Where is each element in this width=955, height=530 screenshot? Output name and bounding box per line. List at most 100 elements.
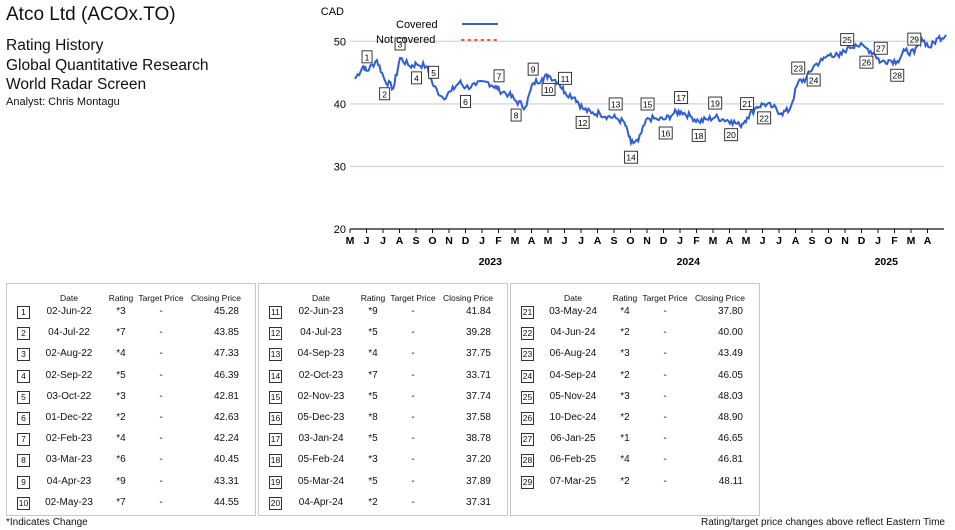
row-rating: *3 xyxy=(368,454,378,466)
header-date: Date xyxy=(564,293,582,303)
row-date: 06-Jan-25 xyxy=(550,433,596,445)
row-closing-price: 37.31 xyxy=(465,496,491,508)
row-rating: *6 xyxy=(116,454,126,466)
table-row: 18 05-Feb-24 *3 - 37.20 xyxy=(259,453,507,468)
marker-number: 27 xyxy=(521,433,534,447)
x-year-label: 2025 xyxy=(875,256,899,268)
x-month-label: A xyxy=(594,235,602,247)
footnote-eastern-time: Rating/target price changes above reflec… xyxy=(700,517,945,528)
y-tick-label: 30 xyxy=(334,161,346,173)
table-header: Date Rating Target Price Closing Price xyxy=(259,293,507,305)
marker-number: 28 xyxy=(521,454,534,468)
marker-number: 10 xyxy=(17,496,30,510)
rating-marker-box xyxy=(907,32,922,46)
header-closing-price: Closing Price xyxy=(694,293,746,303)
row-target-price: - xyxy=(663,390,667,402)
row-rating: *5 xyxy=(368,433,378,445)
legend-covered-label: Covered xyxy=(396,19,438,31)
rating-marker-label: 19 xyxy=(710,99,720,109)
marker-number: 3 xyxy=(17,348,30,362)
x-month-label: A xyxy=(924,235,932,247)
rating-marker-label: 3 xyxy=(398,39,403,49)
row-rating: *3 xyxy=(620,390,630,402)
row-target-price: - xyxy=(663,475,667,487)
rating-marker-label: 14 xyxy=(626,153,636,163)
rating-marker-box xyxy=(859,55,874,69)
row-closing-price: 41.84 xyxy=(465,306,491,317)
row-closing-price: 39.28 xyxy=(465,327,491,339)
row-target-price: - xyxy=(159,390,163,402)
table-row: 19 05-Mar-24 *5 - 37.89 xyxy=(259,475,507,489)
rating-marker-box xyxy=(740,97,755,111)
table-row: 7 02-Feb-23 *4 - 42.24 xyxy=(7,432,255,447)
y-tick-label: 40 xyxy=(334,99,346,111)
marker-number: 1 xyxy=(17,306,30,319)
x-month-label: J xyxy=(562,235,568,247)
table-row: 9 04-Apr-23 *9 - 43.31 xyxy=(7,475,255,489)
rating-marker-label: 21 xyxy=(742,99,752,109)
header-target-price: Target Price xyxy=(390,293,436,303)
marker-number: 25 xyxy=(521,390,534,404)
header-date: Date xyxy=(312,293,330,303)
marker-number: 23 xyxy=(521,348,534,362)
row-target-price: - xyxy=(663,348,667,360)
marker-number: 18 xyxy=(269,454,282,468)
rating-marker-label: 1 xyxy=(365,52,370,62)
x-month-label: F xyxy=(891,235,898,247)
marker-number: 17 xyxy=(269,433,282,447)
rating-marker-label: 13 xyxy=(611,99,621,109)
row-date: 02-Nov-23 xyxy=(297,390,345,402)
rating-marker-box xyxy=(873,41,888,55)
row-target-price: - xyxy=(159,433,163,445)
row-closing-price: 37.80 xyxy=(717,306,743,317)
x-month-label: N xyxy=(445,235,453,247)
rating-marker-box xyxy=(890,68,905,82)
row-rating: *7 xyxy=(116,496,126,508)
marker-number: 11 xyxy=(269,306,282,319)
table-row: 8 03-Mar-23 *6 - 40.45 xyxy=(7,453,255,468)
rating-marker-box xyxy=(757,111,772,125)
table-row: 4 02-Sep-22 *5 - 46.39 xyxy=(7,369,255,383)
rating-marker-box xyxy=(674,91,689,104)
report-header: Atco Ltd (ACOx.TO) Rating History Global… xyxy=(6,4,208,110)
row-date: 05-Feb-24 xyxy=(297,454,345,466)
rating-marker-label: 24 xyxy=(809,76,819,86)
table-row: 13 04-Sep-23 *4 - 37.75 xyxy=(259,347,507,362)
rating-marker-box xyxy=(428,65,440,79)
marker-number: 9 xyxy=(17,475,30,489)
rating-marker-label: 16 xyxy=(661,128,671,138)
x-month-label: A xyxy=(726,235,734,247)
row-target-price: - xyxy=(663,369,667,381)
rating-marker-label: 20 xyxy=(726,130,736,140)
rating-marker-box xyxy=(840,33,855,47)
header-rating: Rating xyxy=(360,293,386,303)
row-rating: *3 xyxy=(620,348,630,360)
header-closing-price: Closing Price xyxy=(190,293,242,303)
row-rating: *7 xyxy=(116,327,126,339)
row-closing-price: 43.85 xyxy=(213,327,239,339)
x-month-label: M xyxy=(346,235,355,247)
row-closing-price: 42.63 xyxy=(213,412,239,423)
analyst-name: Analyst: Chris Montagu xyxy=(6,95,120,108)
row-rating: *7 xyxy=(368,369,378,381)
row-date: 02-Aug-22 xyxy=(45,348,93,360)
x-month-label: J xyxy=(760,235,766,247)
x-month-label: O xyxy=(428,235,436,247)
table-row: 27 06-Jan-25 *1 - 46.65 xyxy=(511,432,759,447)
rating-marker-label: 26 xyxy=(862,58,872,68)
rating-marker-label: 28 xyxy=(893,71,903,81)
table-row: 17 03-Jan-24 *5 - 38.78 xyxy=(259,432,507,447)
row-date: 02-Oct-23 xyxy=(298,369,344,381)
row-date: 03-Jan-24 xyxy=(298,433,344,445)
rating-marker-box xyxy=(640,97,655,111)
rating-table-2: Date Rating Target Price Closing Price 11 02-… xyxy=(258,283,508,516)
table-row: 1 02-Jun-22 *3 - 45.28 xyxy=(7,305,255,319)
row-closing-price: 40.45 xyxy=(213,454,239,466)
row-closing-price: 42.24 xyxy=(213,433,239,445)
report-line-1: Rating History xyxy=(6,37,104,54)
row-closing-price: 46.81 xyxy=(717,454,743,466)
row-rating: *2 xyxy=(116,412,126,423)
row-date: 03-Oct-22 xyxy=(46,390,92,402)
row-closing-price: 48.90 xyxy=(717,412,743,423)
row-rating: *3 xyxy=(116,390,126,402)
